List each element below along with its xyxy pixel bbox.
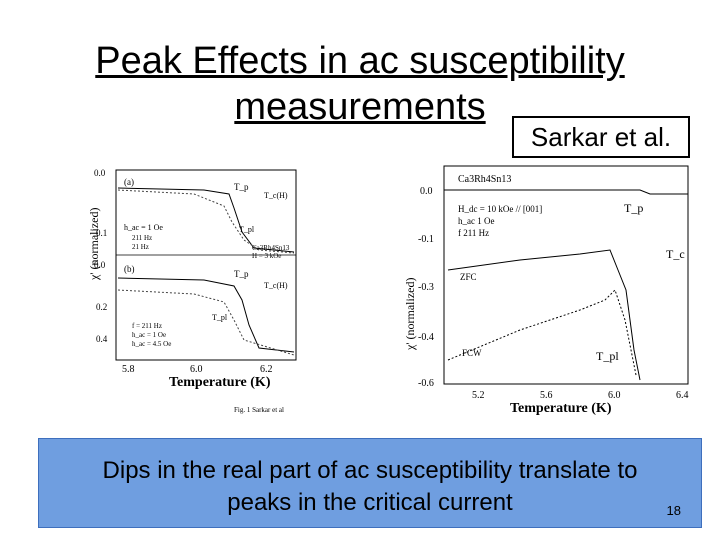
left-xtick-3: 6.2 bbox=[260, 364, 273, 375]
left-label-tp-b: T_p bbox=[234, 269, 249, 279]
left-legend-b1: f = 211 Hz bbox=[132, 322, 162, 330]
right-xtick-4: 6.4 bbox=[676, 390, 689, 401]
right-figure: χ' (normalized) Temperature (K) 5.2 5.6 … bbox=[400, 160, 700, 420]
author-box: Sarkar et al. bbox=[512, 116, 690, 158]
right-ytick-1: 0.0 bbox=[420, 186, 433, 197]
slide-title-line1: Peak Effects in ac susceptibility bbox=[95, 40, 625, 82]
right-material: Ca3Rh4Sn13 bbox=[458, 174, 511, 185]
right-xlabel: Temperature (K) bbox=[510, 401, 612, 416]
left-curve-a1 bbox=[117, 187, 295, 253]
left-curve-b1 bbox=[117, 277, 295, 353]
left-label-tc-b: T_c(H) bbox=[264, 281, 288, 290]
right-curve-top bbox=[444, 189, 688, 195]
left-curve-a2 bbox=[117, 189, 295, 254]
right-curve-fcw bbox=[447, 289, 637, 376]
caption-line2: peaks in the critical current bbox=[227, 489, 513, 516]
left-legend-b3: h_ac = 4.5 Oe bbox=[132, 340, 171, 348]
right-xtick-3: 6.0 bbox=[608, 390, 621, 401]
left-curve-b2 bbox=[117, 289, 295, 356]
right-field: H_dc = 10 kOe // [001] bbox=[458, 204, 542, 214]
right-ytick-2: -0.1 bbox=[418, 234, 434, 245]
left-xtick-1: 5.8 bbox=[122, 364, 135, 375]
right-tp: T_p bbox=[624, 201, 643, 215]
right-tc: T_c bbox=[666, 247, 685, 261]
left-legend-a1: h_ac = 1 Oe bbox=[124, 223, 163, 232]
left-figure-footer: Fig. 1 Sarkar et al bbox=[234, 406, 284, 414]
right-xtick-2: 5.6 bbox=[540, 390, 553, 401]
right-ylabel: χ' (normalized) bbox=[403, 278, 417, 351]
left-figure: χ' (normalized) Temperature (K) 5.8 6.0 … bbox=[84, 160, 344, 420]
left-label-tpl-b: T_pl bbox=[212, 313, 228, 322]
left-ylabel: χ' (normalized) bbox=[87, 208, 101, 281]
left-label-field: H = 3 kOe bbox=[252, 252, 281, 260]
right-fcw: FCW bbox=[462, 348, 482, 358]
left-label-tp-a: T_p bbox=[234, 182, 249, 192]
left-label-tpl-a: T_pl bbox=[239, 225, 255, 234]
left-xlabel: Temperature (K) bbox=[169, 375, 271, 390]
left-ytick-3: 0.0 bbox=[94, 260, 106, 270]
right-freq: f 211 Hz bbox=[458, 228, 489, 238]
caption-line1: Dips in the real part of ac susceptibili… bbox=[102, 457, 638, 484]
slide-title-line2: measurements bbox=[234, 86, 486, 128]
right-ytick-3: -0.3 bbox=[418, 282, 434, 293]
left-legend-b2: h_ac = 1 Oe bbox=[132, 331, 166, 339]
right-tpl: T_pl bbox=[596, 349, 619, 363]
right-ytick-5: -0.6 bbox=[418, 378, 434, 389]
left-xtick-2: 6.0 bbox=[190, 364, 203, 375]
right-zfc: ZFC bbox=[460, 272, 477, 282]
left-legend-a2: 211 Hz bbox=[132, 234, 152, 242]
right-hac: h_ac 1 Oe bbox=[458, 216, 494, 226]
left-figure-svg: χ' (normalized) Temperature (K) 5.8 6.0 … bbox=[87, 168, 297, 414]
right-figure-svg: χ' (normalized) Temperature (K) 5.2 5.6 … bbox=[403, 165, 689, 416]
right-curve-zfc bbox=[447, 249, 641, 381]
left-ytick-4: 0.2 bbox=[96, 302, 107, 312]
left-panel-b: (b) bbox=[124, 264, 135, 274]
left-label-material: Ca3Rh4Sn13 bbox=[252, 244, 290, 252]
page-number: 18 bbox=[666, 503, 681, 518]
left-ytick-5: 0.4 bbox=[96, 334, 108, 344]
left-panel-a: (a) bbox=[124, 177, 134, 187]
left-legend-a3: 21 Hz bbox=[132, 243, 149, 251]
caption-box: Dips in the real part of ac susceptibili… bbox=[38, 438, 702, 528]
right-xtick-1: 5.2 bbox=[472, 390, 485, 401]
left-ytick-2: 0.1 bbox=[96, 228, 107, 238]
right-ytick-4: -0.4 bbox=[418, 332, 434, 343]
left-label-tc-a: T_c(H) bbox=[264, 191, 288, 200]
left-ytick-1: 0.0 bbox=[94, 168, 106, 178]
author-label: Sarkar et al. bbox=[530, 122, 672, 152]
